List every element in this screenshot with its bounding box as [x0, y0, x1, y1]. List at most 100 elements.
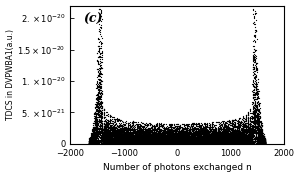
Point: [146, 141, 151, 143]
Point: [176, 140, 180, 142]
Point: [261, 141, 266, 144]
Point: [171, 141, 176, 144]
Point: [137, 133, 142, 136]
Point: [172, 129, 177, 131]
Point: [258, 136, 262, 139]
Point: [88, 137, 92, 140]
Point: [174, 137, 179, 140]
Point: [245, 136, 250, 138]
Point: [190, 142, 194, 145]
Point: [184, 138, 188, 141]
Point: [246, 117, 250, 120]
Point: [145, 126, 150, 129]
Point: [133, 136, 138, 139]
Point: [122, 137, 126, 140]
Point: [90, 142, 95, 145]
Point: [154, 142, 158, 145]
Point: [242, 136, 246, 138]
Point: [156, 140, 161, 143]
Point: [217, 141, 222, 143]
Point: [98, 84, 103, 87]
Point: [232, 131, 237, 134]
Point: [156, 141, 161, 144]
Point: [116, 135, 120, 137]
Point: [173, 141, 178, 144]
Point: [128, 142, 133, 145]
Point: [173, 140, 178, 143]
Point: [187, 133, 192, 136]
Point: [173, 130, 178, 133]
Point: [132, 141, 137, 143]
Point: [185, 140, 190, 143]
Point: [226, 141, 231, 144]
Point: [206, 135, 211, 138]
Point: [219, 140, 224, 143]
Point: [114, 135, 118, 138]
Point: [140, 137, 145, 140]
Point: [160, 139, 164, 142]
Point: [220, 120, 225, 123]
Point: [262, 140, 267, 143]
Point: [232, 141, 237, 144]
Point: [238, 141, 243, 144]
Point: [105, 141, 110, 143]
Point: [184, 141, 189, 144]
Point: [226, 132, 231, 135]
Point: [154, 137, 158, 140]
Point: [102, 128, 107, 130]
Point: [218, 136, 223, 139]
Point: [249, 142, 254, 145]
Point: [109, 127, 114, 130]
Point: [120, 142, 125, 145]
Point: [214, 129, 218, 132]
Point: [100, 132, 104, 134]
Point: [229, 124, 234, 127]
Point: [132, 139, 137, 142]
Point: [169, 139, 173, 142]
Point: [218, 141, 222, 144]
Point: [144, 133, 149, 136]
Point: [119, 139, 124, 142]
Point: [137, 142, 142, 145]
Point: [212, 137, 216, 140]
Point: [255, 117, 260, 120]
Point: [173, 131, 178, 134]
Point: [142, 142, 147, 145]
Point: [140, 134, 145, 137]
Point: [159, 133, 164, 136]
Point: [233, 138, 238, 141]
Point: [129, 139, 134, 142]
Point: [131, 136, 136, 138]
Point: [104, 125, 109, 128]
Point: [108, 137, 113, 140]
Point: [254, 109, 259, 112]
Point: [257, 138, 262, 140]
Point: [181, 139, 185, 142]
Point: [241, 132, 246, 134]
Point: [213, 140, 218, 143]
Point: [105, 140, 110, 143]
Point: [248, 141, 253, 144]
Point: [123, 136, 128, 139]
Point: [103, 141, 107, 144]
Point: [208, 139, 213, 142]
Point: [119, 130, 124, 133]
Point: [219, 138, 224, 140]
Point: [220, 132, 225, 135]
Point: [212, 137, 217, 140]
Point: [261, 142, 266, 145]
Point: [92, 141, 96, 144]
Point: [112, 133, 117, 136]
Point: [160, 131, 164, 134]
Point: [233, 138, 238, 140]
Point: [146, 141, 151, 144]
Point: [141, 141, 146, 144]
Point: [154, 129, 159, 132]
Point: [123, 138, 128, 141]
Point: [179, 140, 184, 143]
Point: [111, 140, 116, 143]
Point: [261, 139, 266, 142]
Point: [169, 132, 174, 135]
Point: [253, 125, 257, 128]
Point: [184, 142, 189, 145]
